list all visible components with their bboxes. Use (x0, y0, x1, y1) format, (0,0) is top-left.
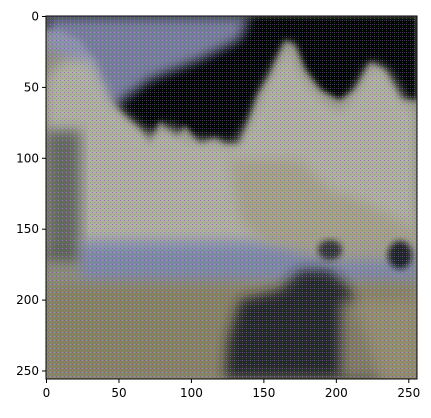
x-tick-label: 50 (111, 386, 126, 400)
y-tick-label: 0 (31, 10, 39, 24)
y-tick-label: 150 (16, 222, 39, 236)
x-tick-label: 250 (397, 386, 420, 400)
x-tick-label: 0 (43, 386, 51, 400)
y-tick-label: 100 (16, 151, 39, 165)
y-tick-label: 50 (24, 80, 39, 94)
photo (46, 16, 417, 379)
x-tick-label: 200 (325, 386, 348, 400)
tick-group: 0 50 100 150 200 250 0 50 100 150 200 250 (16, 10, 420, 401)
y-tick-label: 200 (16, 293, 39, 307)
axes-frame (45, 15, 418, 380)
x-tick-label: 100 (180, 386, 203, 400)
y-tick-label: 250 (16, 364, 39, 378)
x-tick-label: 150 (252, 386, 275, 400)
